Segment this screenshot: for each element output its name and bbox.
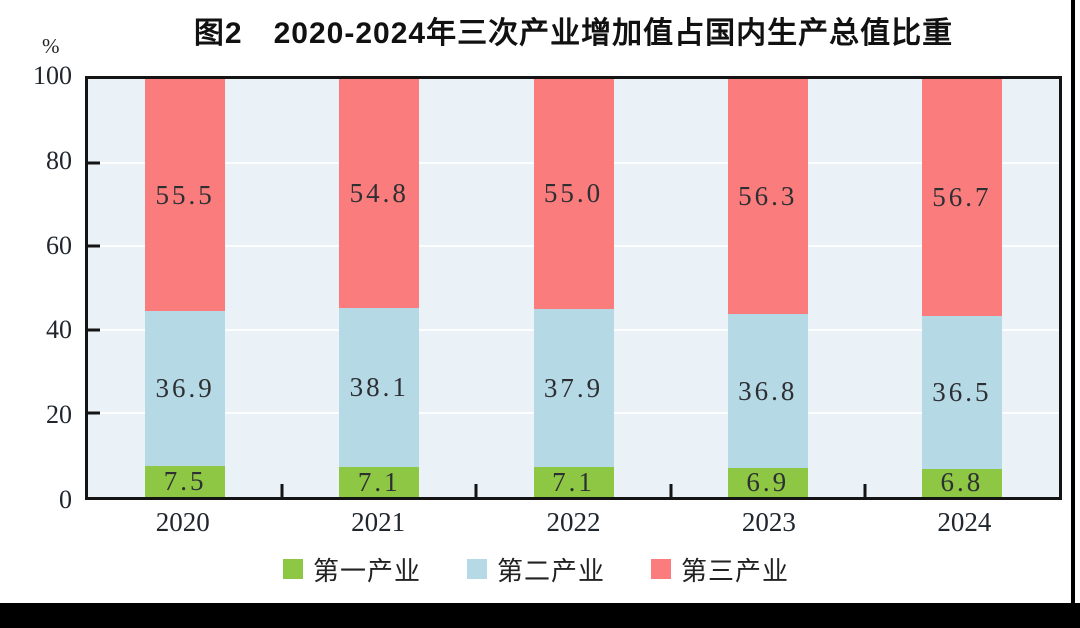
x-axis-label-2024: 2024 [937,507,992,537]
bar-value-label: 38.1 [349,372,409,403]
plot-inner: 7.5 36.9 55.5 7.1 38.1 54.8 7.1 37.9 55.0 6.9 36.8… [88,79,1059,497]
bar-segment-第二产业: 36.5 [921,316,1002,469]
x-axis-tick-mark [280,484,284,497]
bar-value-label: 55.5 [155,179,215,210]
x-axis-tick-mark [863,484,867,497]
y-axis-tick-mark [88,328,100,332]
bar-group-2023: 6.9 36.8 56.3 [727,79,808,498]
bar-segment-第三产业: 56.7 [921,79,1002,317]
bar-value-label: 6.9 [746,467,790,498]
y-axis-tick-mark [88,244,100,248]
y-axis-tick-mark [88,161,100,165]
x-axis-tick-mark [669,484,673,497]
y-tick-label: 60 [46,230,72,260]
legend-item-第一产业: 第一产业 [282,551,421,588]
chart-legend: 第一产业 第二产业 第三产业 [0,552,1072,586]
x-axis-category-labels: 2020 2021 2022 2023 2024 [85,507,1062,541]
bar-segment-第二产业: 37.9 [533,308,614,468]
bar-value-label: 56.3 [738,181,798,212]
legend-label: 第三产业 [681,556,790,586]
bar-segment-第三产业: 55.0 [533,79,614,309]
x-axis-tick-mark [474,484,478,497]
y-tick-label: 40 [46,315,72,345]
bar-group-2020: 7.5 36.9 55.5 [145,79,226,497]
bar-group-2022: 7.1 37.9 55.0 [533,79,614,497]
bar-value-label: 36.8 [738,375,798,406]
legend-item-第三产业: 第三产业 [651,551,789,588]
bar-value-label: 37.9 [543,372,604,403]
bar-segment-第一产业: 7.1 [533,466,614,497]
legend-swatch [466,559,487,579]
bar-segment-第三产业: 55.5 [145,79,226,312]
y-tick-label: 100 [33,61,72,90]
y-axis-tick-labels: 100 80 60 40 20 0 [0,63,78,513]
y-axis-tick-mark [88,411,100,415]
bar-segment-第一产业: 6.9 [727,467,808,498]
bar-segment-第三产业: 54.8 [339,79,420,309]
legend-swatch [651,559,671,579]
legend-label: 第一产业 [312,556,421,586]
x-axis-label-2022: 2022 [546,507,601,537]
bar-segment-第二产业: 36.9 [145,311,226,466]
bar-value-label: 36.5 [932,376,992,407]
legend-swatch [282,559,303,579]
bar-segment-第一产业: 7.5 [145,465,226,497]
bar-value-label: 7.1 [552,466,595,497]
bar-value-label: 6.8 [940,467,984,498]
bar-value-label: 54.8 [349,178,409,209]
bar-segment-第二产业: 36.8 [727,314,808,469]
image-right-border [1071,0,1075,628]
bar-segment-第一产业: 6.8 [921,467,1002,498]
bar-value-label: 56.7 [932,182,992,213]
y-tick-label: 20 [46,400,72,430]
x-axis-label-2020: 2020 [155,507,210,537]
y-tick-label: 80 [46,145,72,175]
x-axis-label-2021: 2021 [351,507,406,537]
bar-group-2024: 6.8 36.5 56.7 [921,79,1002,498]
plot-area: 7.5 36.9 55.5 7.1 38.1 54.8 7.1 37.9 55.0 6.9 36.8… [85,76,1062,500]
bar-value-label: 7.5 [163,465,207,496]
legend-label: 第二产业 [496,556,605,586]
y-axis-unit-label: % [42,34,60,58]
image-bottom-border [0,603,1080,628]
x-axis-label-2023: 2023 [741,507,796,537]
bar-segment-第二产业: 38.1 [339,308,420,468]
bar-value-label: 55.0 [543,178,604,209]
chart-title: 图2 2020-2024年三次产业增加值占国内生产总值比重 [193,17,954,50]
bar-segment-第三产业: 56.3 [727,79,808,315]
y-tick-label: 0 [59,485,72,514]
bar-group-2021: 7.1 38.1 54.8 [339,79,420,497]
bar-value-label: 7.1 [357,466,401,497]
legend-item-第二产业: 第二产业 [466,551,605,588]
bar-segment-第一产业: 7.1 [339,466,420,497]
bar-value-label: 36.9 [155,373,215,404]
